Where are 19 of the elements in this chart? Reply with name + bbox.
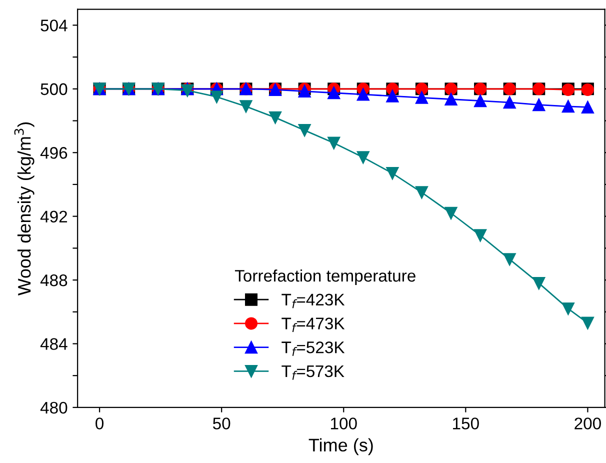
y-tick-label: 484 [40,338,68,350]
y-tick-label: 496 [40,147,68,159]
legend-label: T$_{f}$=473K [282,318,345,332]
x-tick-label: 100 [330,418,357,430]
y-tick-label: 480 [40,402,68,414]
legend-label: T$_{f}$=523K [282,342,345,356]
y-tick-label: 492 [40,210,68,223]
y-tick-label: 500 [40,83,68,96]
legend-label: T$_{f}$=573K [282,365,344,380]
x-tick-label: 50 [212,418,230,430]
legend-label: T$_{f}$=423K [282,294,345,308]
x-axis-title: Time (s) [308,438,373,456]
y-tick-label: 504 [40,20,68,32]
y-axis-title: Wood density (kg/m$^{3}$) [14,122,34,296]
legend-title: Torrefaction temperature [234,269,416,286]
x-tick-label: 0 [96,418,104,430]
y-tick-label: 488 [40,274,68,286]
x-tick-label: 200 [574,418,601,430]
x-tick-label: 150 [453,418,479,430]
